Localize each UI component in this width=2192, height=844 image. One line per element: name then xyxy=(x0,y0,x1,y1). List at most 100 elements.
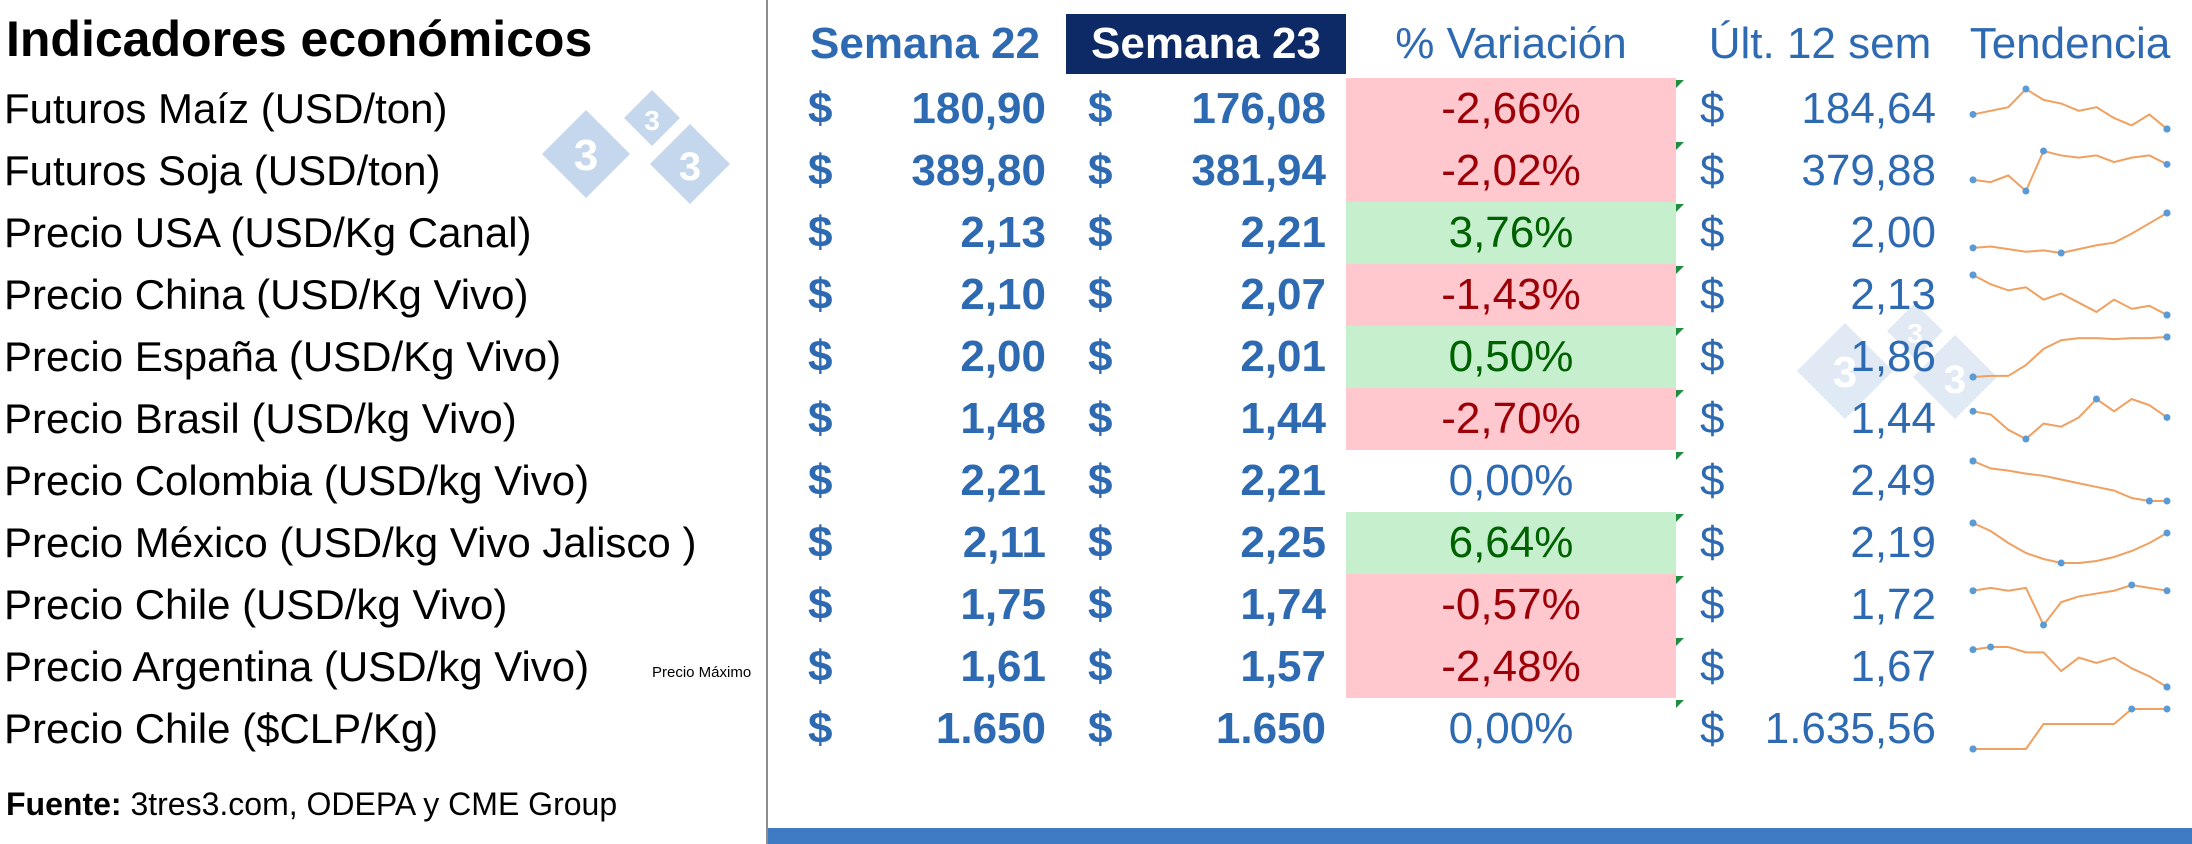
cell-comment-marker xyxy=(1676,80,1684,88)
cell-comment-marker xyxy=(1676,514,1684,522)
trend-sparkline xyxy=(1969,705,2171,753)
cell-comment-marker xyxy=(1676,266,1684,274)
trend-sparkline xyxy=(1969,85,2171,133)
sparkline-marker xyxy=(2040,147,2048,155)
currency-symbol: $ xyxy=(1700,208,1725,257)
sparkline-marker xyxy=(1969,457,1977,465)
week-23-value: 1,57 xyxy=(1240,642,1326,691)
currency-symbol: $ xyxy=(1700,704,1725,753)
variation-value: -2,02% xyxy=(1346,140,1676,202)
sparkline-marker xyxy=(1969,271,1977,279)
trend-sparkline xyxy=(1969,147,2171,195)
logo-digit: 3 xyxy=(1907,318,1923,349)
indicator-label: Precio Brasil (USD/kg Vivo) xyxy=(4,395,517,442)
sparkline-marker xyxy=(2163,587,2171,595)
currency-symbol: $ xyxy=(1700,642,1725,691)
indicator-label: Precio México (USD/kg Vivo Jalisco ) xyxy=(4,519,697,566)
week-22-value: 2,10 xyxy=(960,270,1046,319)
sparkline-path xyxy=(1972,522,2168,564)
logo-digit: 3 xyxy=(1944,358,1966,402)
sparkline-marker xyxy=(2163,209,2171,217)
max-price-note: Precio Máximo xyxy=(652,664,752,681)
sparkline-marker xyxy=(2022,435,2030,443)
sparkline-path xyxy=(1973,708,2167,750)
sparkline-marker xyxy=(2163,497,2171,505)
cell-comment-marker xyxy=(1676,390,1684,398)
last-12-weeks-value: 1,86 xyxy=(1850,332,1936,381)
header-last-12-weeks: Últ. 12 sem xyxy=(1708,19,1932,68)
week-22-value: 1.650 xyxy=(935,704,1046,753)
sparkline-marker xyxy=(2163,529,2171,537)
header-week-22: Semana 22 xyxy=(810,19,1040,68)
header-variation: % Variación xyxy=(1395,19,1627,68)
currency-symbol: $ xyxy=(1088,704,1113,753)
sparkline-marker xyxy=(2092,395,2100,403)
source-text: 3tres3.com, ODEPA y CME Group xyxy=(130,786,618,822)
sparkline-marker xyxy=(1969,646,1977,654)
sparkline-marker xyxy=(1969,176,1977,184)
logo-digit: 3 xyxy=(679,145,701,189)
week-22-value: 1,48 xyxy=(960,394,1046,443)
indicator-label: Futuros Maíz (USD/ton) xyxy=(4,85,448,132)
trend-sparkline xyxy=(1969,457,2171,505)
sparkline-path xyxy=(1972,274,2168,316)
sparkline-path xyxy=(1972,212,2168,255)
cell-comment-marker xyxy=(1676,576,1684,584)
sparkline-path xyxy=(1972,397,2168,441)
variation-value: 0,00% xyxy=(1448,456,1574,505)
currency-symbol: $ xyxy=(1700,456,1725,505)
indicator-label: Precio Chile (USD/kg Vivo) xyxy=(4,581,508,628)
currency-symbol: $ xyxy=(808,456,833,505)
week-22-value: 1,61 xyxy=(960,642,1046,691)
currency-symbol: $ xyxy=(808,518,833,567)
indicator-label: Precio Chile ($CLP/Kg) xyxy=(4,705,439,752)
header-week-23: Semana 23 xyxy=(1066,14,1346,74)
sparkline-marker xyxy=(2163,311,2171,319)
currency-symbol: $ xyxy=(1700,332,1725,381)
cell-comment-marker xyxy=(1676,638,1684,646)
indicator-label: Precio USA (USD/Kg Canal) xyxy=(4,209,532,256)
sparkline-marker xyxy=(2057,249,2065,257)
last-12-weeks-value: 1,44 xyxy=(1850,394,1936,443)
week-22-value: 1,75 xyxy=(960,580,1046,629)
sparkline-marker xyxy=(2022,85,2030,93)
cell-comment-marker xyxy=(1676,328,1684,336)
currency-symbol: $ xyxy=(1700,580,1725,629)
variation-value: 0,50% xyxy=(1346,326,1676,388)
logo-watermark: 3 3 3 xyxy=(1797,303,1997,419)
sparkline-marker xyxy=(2163,160,2171,168)
trend-sparkline xyxy=(1969,581,2171,629)
trend-sparkline xyxy=(1969,271,2171,319)
variation-value: 0,00% xyxy=(1448,704,1574,753)
last-12-weeks-value: 2,13 xyxy=(1850,270,1936,319)
header-trend: Tendencia xyxy=(1969,19,2171,68)
page-title: Indicadores económicos xyxy=(6,11,593,67)
variation-value: -2,48% xyxy=(1346,636,1676,698)
trend-sparkline xyxy=(1969,519,2171,567)
currency-symbol: $ xyxy=(808,642,833,691)
indicator-label: Precio Colombia (USD/kg Vivo) xyxy=(4,457,590,504)
week-23-value: 2,21 xyxy=(1240,456,1326,505)
column-divider xyxy=(766,0,768,844)
sparkline-marker xyxy=(1969,407,1977,415)
cell-comment-marker xyxy=(1676,452,1684,460)
last-12-weeks-value: 1.635,56 xyxy=(1764,704,1936,753)
week-22-value: 2,00 xyxy=(960,332,1046,381)
cell-comment-marker xyxy=(1676,204,1684,212)
sparkline-marker xyxy=(1969,110,1977,118)
sparkline-marker xyxy=(1969,244,1977,252)
variation-value: 3,76% xyxy=(1346,202,1676,264)
sparkline-marker xyxy=(2163,683,2171,691)
sparkline-marker xyxy=(1969,373,1977,381)
indicator-label: Precio Argentina (USD/kg Vivo) xyxy=(4,643,590,690)
sparkline-marker xyxy=(1969,519,1977,527)
sparkline-marker xyxy=(2128,581,2136,589)
week-23-value: 2,07 xyxy=(1240,270,1326,319)
last-12-weeks-value: 184,64 xyxy=(1801,84,1936,133)
currency-symbol: $ xyxy=(808,270,833,319)
sparkline-marker xyxy=(2163,705,2171,713)
variation-value: -2,66% xyxy=(1346,78,1676,140)
sparkline-marker xyxy=(2040,621,2048,629)
variation-value: -2,70% xyxy=(1346,388,1676,450)
variation-value: -0,57% xyxy=(1346,574,1676,636)
